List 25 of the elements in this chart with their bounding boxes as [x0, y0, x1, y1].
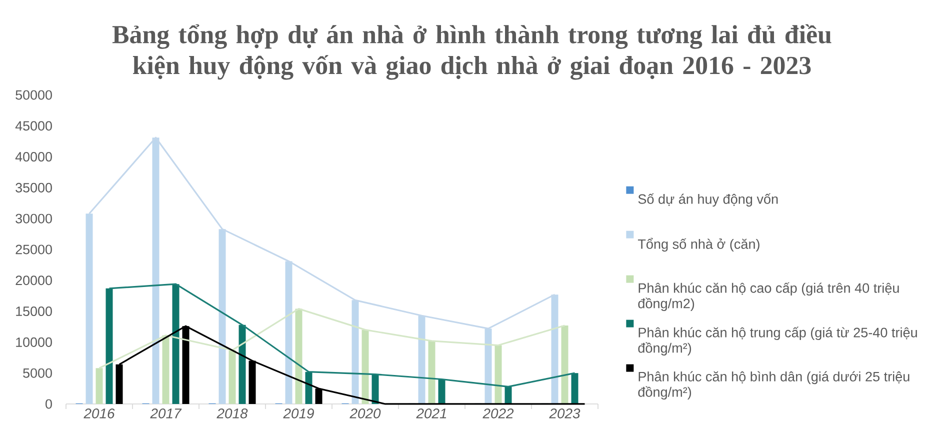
y-tick-label: 0 [46, 399, 52, 409]
y-tick-label: 45000 [15, 121, 52, 131]
y-tick-label: 25000 [16, 244, 52, 254]
x-tick-label: 2020 [350, 408, 381, 418]
x-tick-label: 2018 [216, 408, 248, 418]
y-tick-label: 35000 [16, 182, 52, 192]
y-tick-label: 5000 [23, 368, 52, 378]
legend-label: Tổng số nhà ở (căn) [638, 238, 760, 252]
y-tick-label: 15000 [16, 306, 52, 316]
y-tick-label: 40000 [15, 152, 52, 162]
legend-label: Số dự án huy động vốn [638, 193, 778, 207]
x-tick-label: 2022 [482, 408, 514, 418]
x-tick-label: 2019 [283, 408, 314, 418]
y-tick-label: 10000 [16, 337, 52, 347]
y-tick-label: 30000 [16, 214, 52, 224]
legend-label: Phân khúc căn hộ bình dân (giá dưới 25 triệu đồng/m²) [638, 371, 910, 400]
chart-title: Bảng tổng hợp dự án nhà ở hình thành trong tương lai đủ điều kiện huy động vốn và giao dịch nhà ở giai đoạn 2016 - 2023 [112, 24, 832, 80]
x-tick-label: 2016 [84, 408, 115, 418]
legend-label: Phân khúc căn hộ cao cấp (giá trên 40 triệu đồng/m2) [638, 282, 899, 311]
y-tick-label: 20000 [16, 276, 52, 286]
x-tick-label: 2017 [150, 408, 182, 418]
x-tick-label: 2021 [416, 408, 446, 418]
y-tick-label: 50000 [16, 90, 52, 100]
x-tick-label: 2023 [549, 408, 580, 418]
legend-label: Phân khúc căn hộ trung cấp (giá từ 25-40 triệu đồng/m²) [638, 326, 917, 356]
